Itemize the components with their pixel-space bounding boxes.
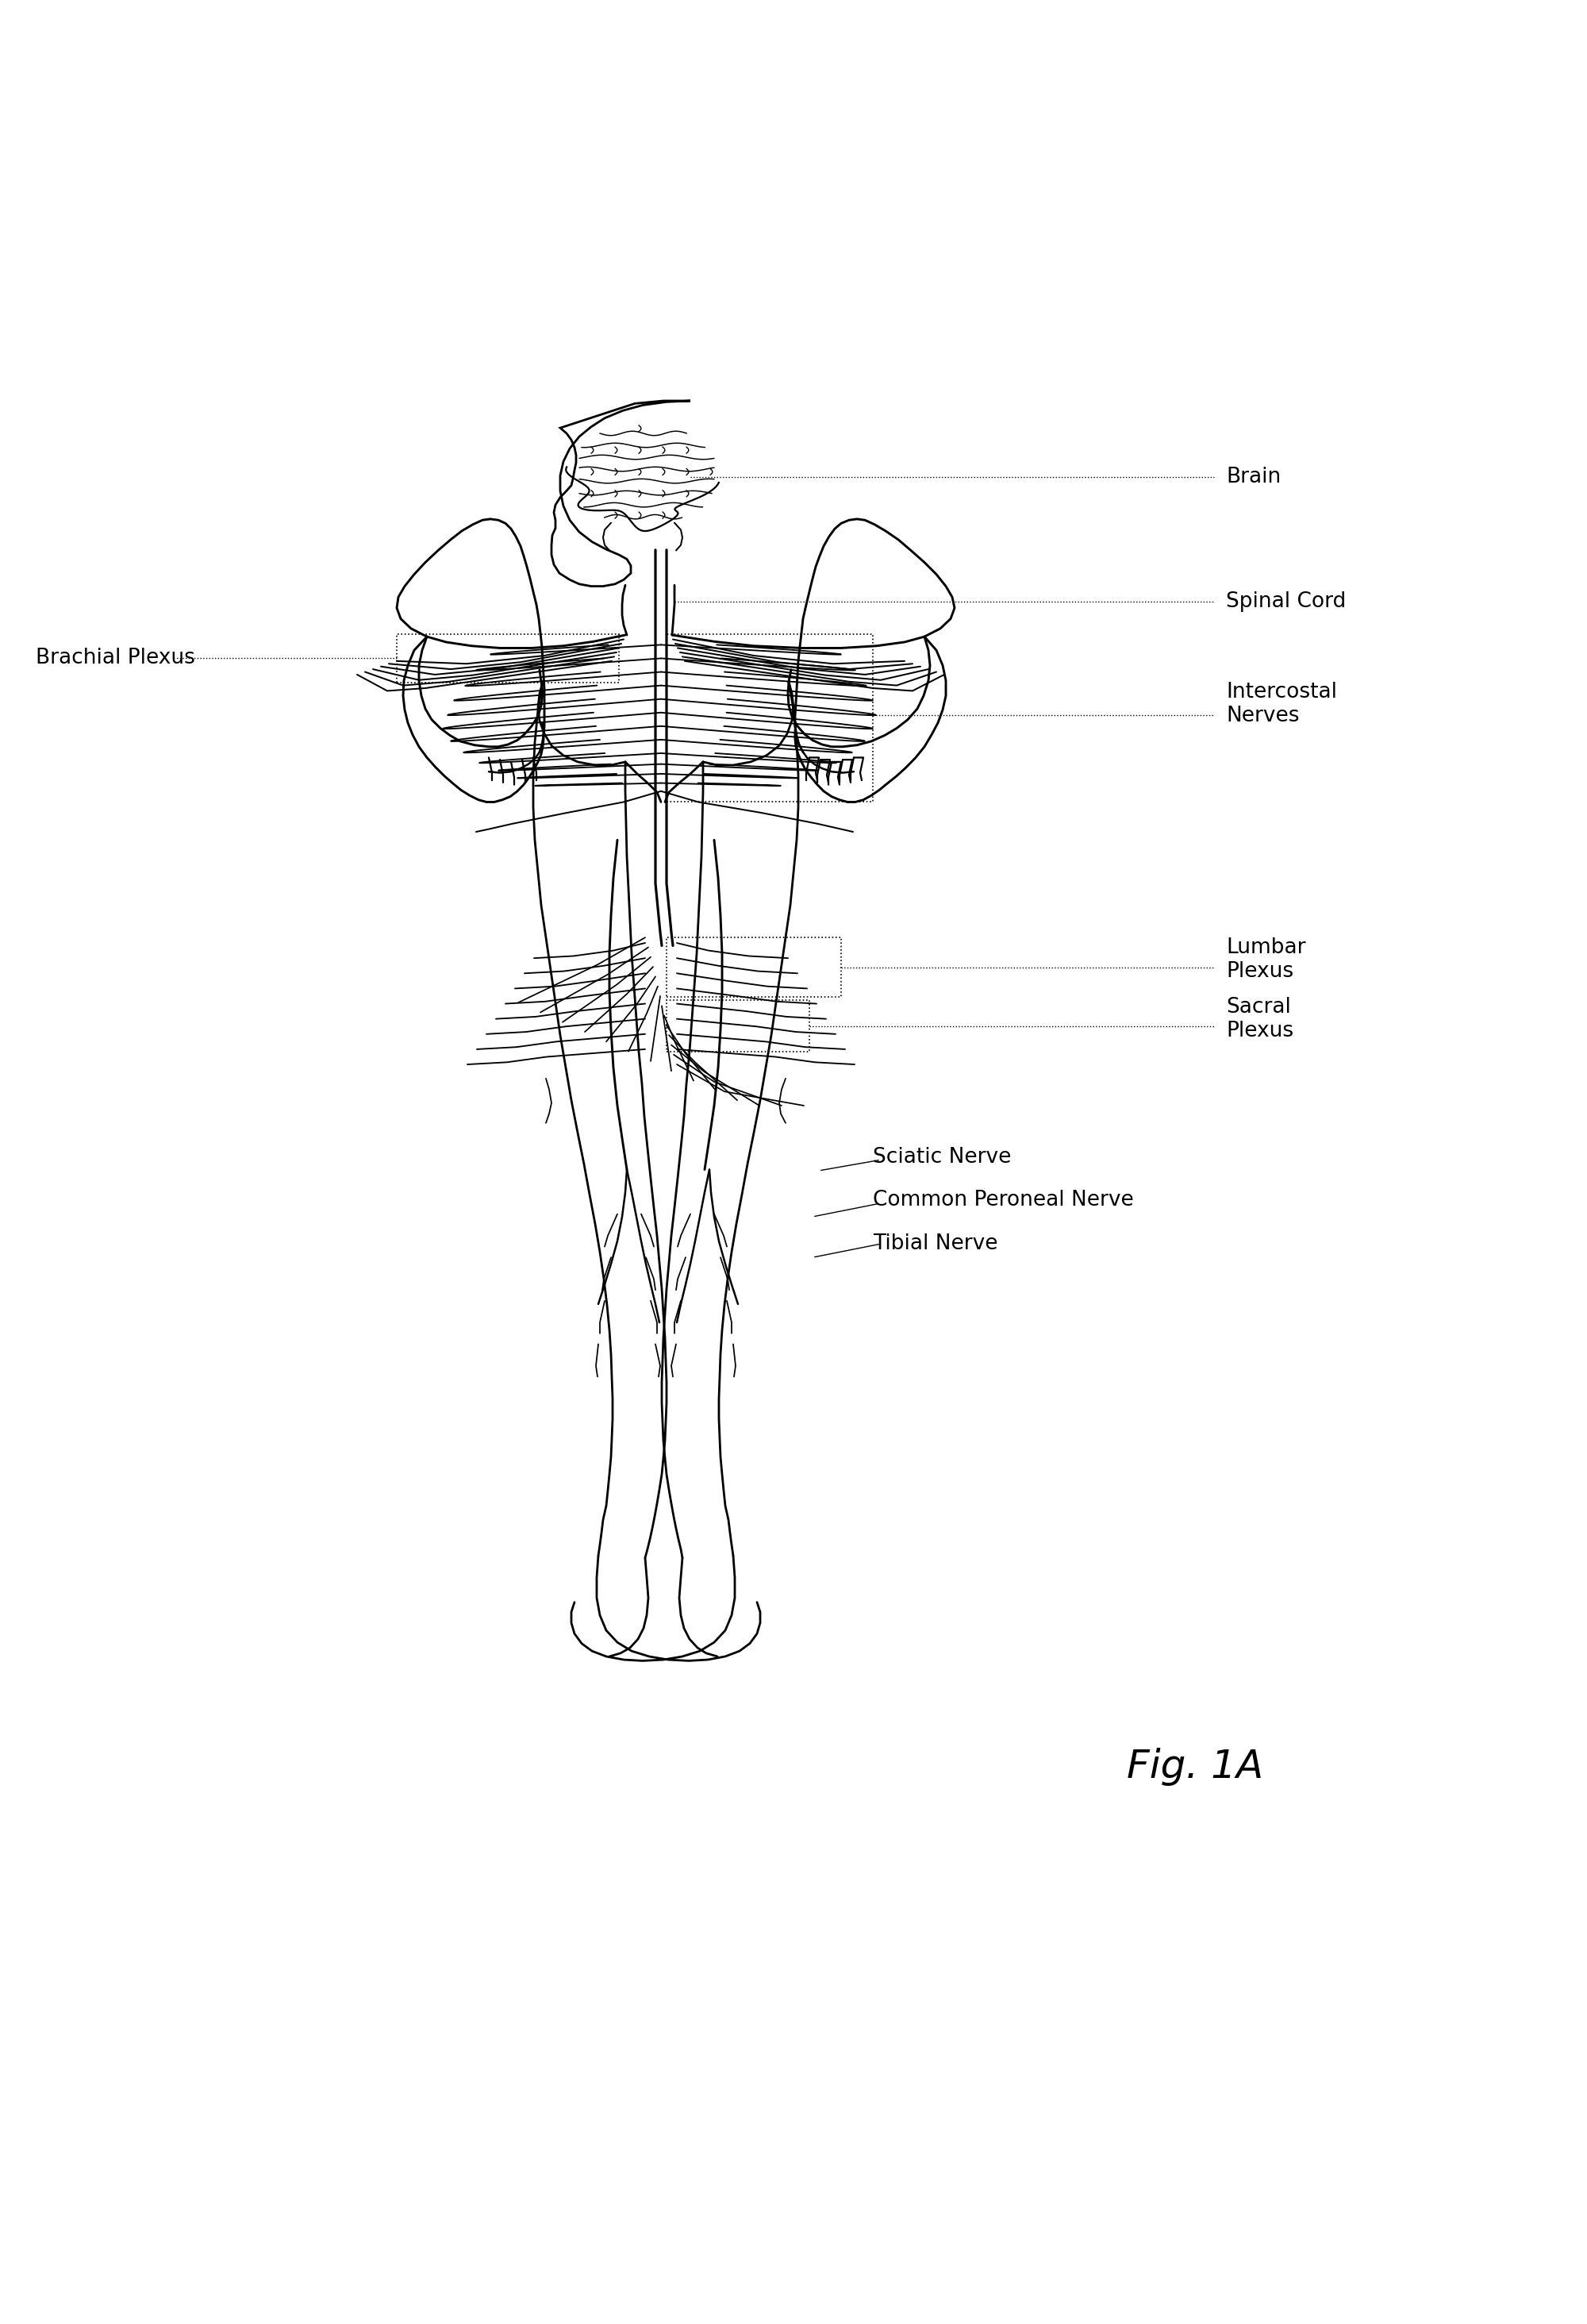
Text: Sciatic Nerve: Sciatic Nerve (873, 1146, 1011, 1167)
Bar (397, 634, 619, 683)
Polygon shape (622, 586, 674, 639)
Text: Brain: Brain (1225, 467, 1281, 488)
Text: Brachial Plexus: Brachial Plexus (35, 648, 195, 669)
Text: Common Peroneal Nerve: Common Peroneal Nerve (873, 1190, 1133, 1211)
Text: Fig. 1A: Fig. 1A (1127, 1748, 1263, 1787)
Text: Tibial Nerve: Tibial Nerve (873, 1234, 998, 1255)
Bar (667, 999, 809, 1050)
Polygon shape (552, 400, 690, 586)
Bar (667, 634, 873, 802)
Bar (667, 937, 841, 997)
Text: Lumbar
Plexus: Lumbar Plexus (1225, 937, 1306, 981)
Text: Spinal Cord: Spinal Cord (1225, 590, 1346, 611)
Text: Intercostal
Nerves: Intercostal Nerves (1225, 683, 1336, 727)
Text: Sacral
Plexus: Sacral Plexus (1225, 997, 1293, 1041)
